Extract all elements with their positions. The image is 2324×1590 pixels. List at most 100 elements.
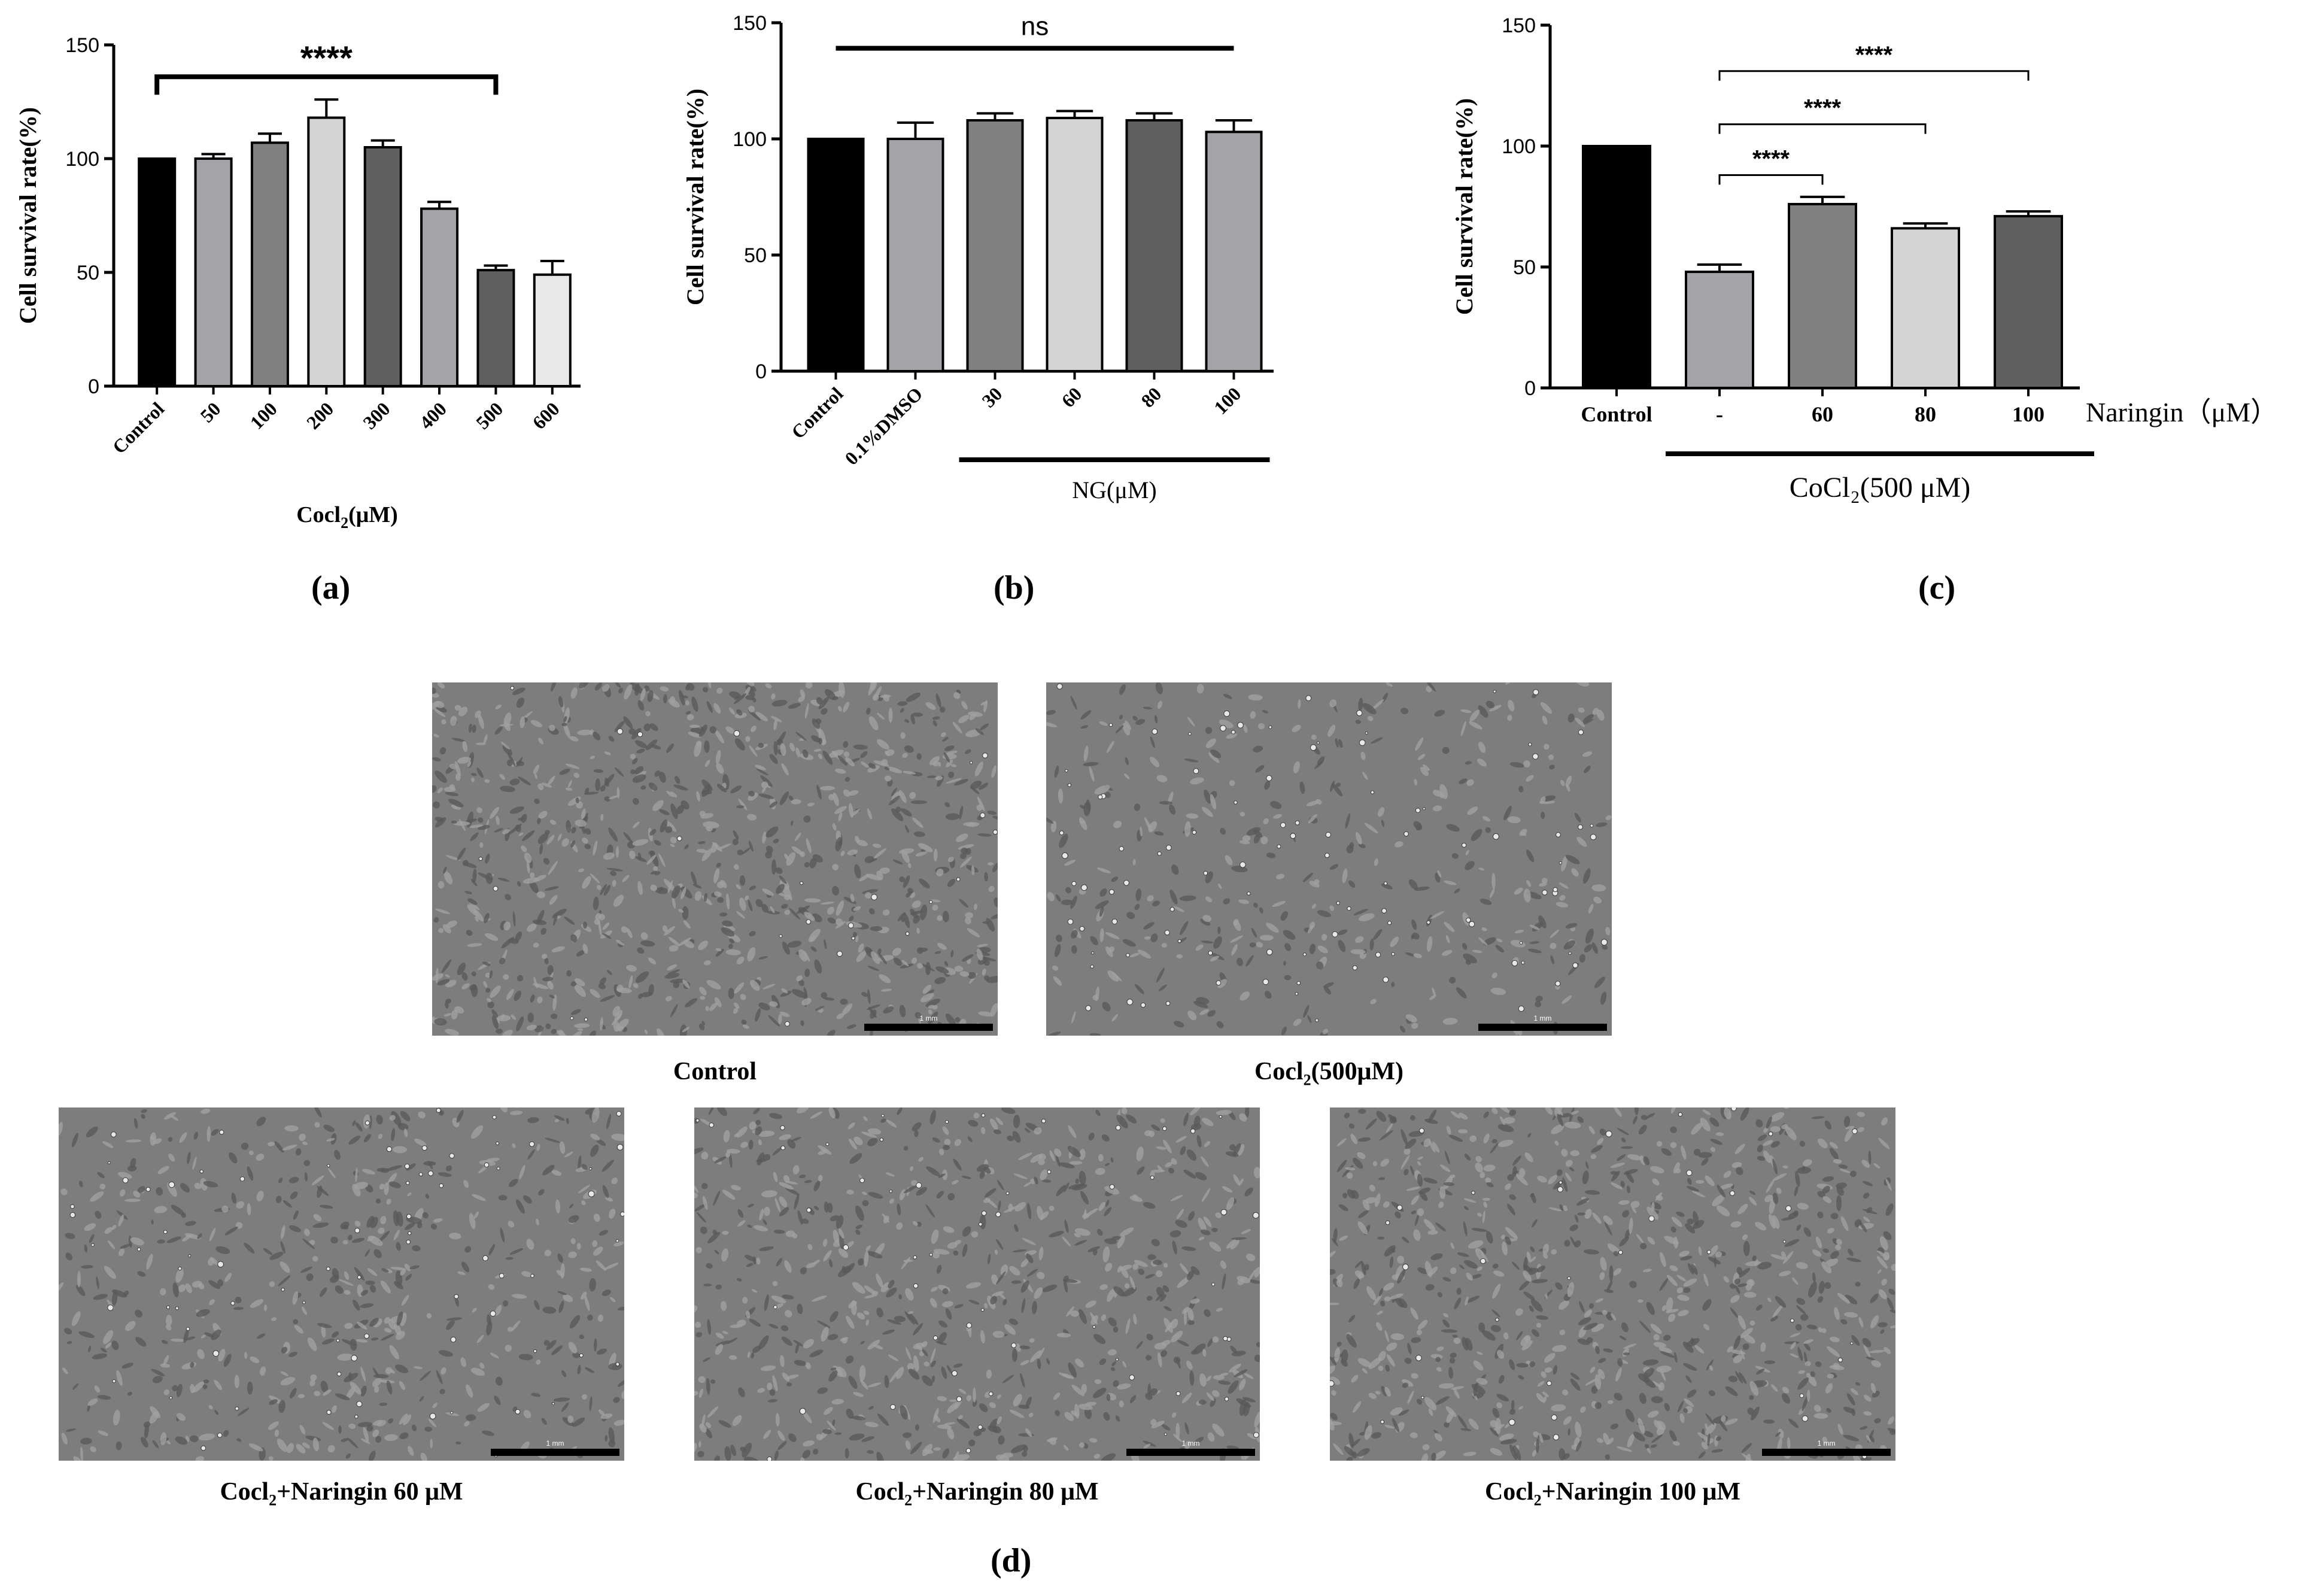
cell <box>936 1191 944 1198</box>
rounded-cell <box>107 1161 111 1164</box>
cell <box>902 752 908 758</box>
cell <box>783 1175 790 1184</box>
cell <box>575 820 587 827</box>
cell <box>1293 1018 1302 1026</box>
cell <box>1105 1163 1110 1166</box>
rounded-cell <box>1126 953 1130 957</box>
rounded-cell <box>1590 824 1594 828</box>
cell <box>1240 991 1250 1001</box>
cell <box>403 1414 412 1425</box>
cell <box>264 1304 268 1312</box>
cell <box>1817 1211 1824 1219</box>
cell <box>294 1325 303 1334</box>
cell <box>512 687 525 696</box>
cell <box>1417 1208 1424 1216</box>
cell <box>451 820 457 824</box>
cell <box>1062 1236 1071 1247</box>
rounded-cell <box>1081 884 1087 891</box>
cell <box>876 739 889 750</box>
cell <box>770 906 775 914</box>
cell <box>1358 697 1363 711</box>
cell <box>670 696 676 705</box>
cell <box>919 878 930 889</box>
cell <box>1426 914 1433 927</box>
cell <box>488 1244 496 1255</box>
cell <box>593 840 598 856</box>
cell <box>482 961 491 966</box>
cell <box>489 970 493 979</box>
cell <box>1736 1167 1743 1175</box>
cell <box>984 872 988 882</box>
cell <box>1386 682 1393 687</box>
cell <box>372 1430 379 1437</box>
cell <box>414 1366 423 1370</box>
cell <box>1211 1227 1218 1233</box>
cell <box>600 995 615 1002</box>
cell <box>1565 923 1578 929</box>
cell <box>1776 1187 1782 1194</box>
cell <box>1796 1297 1806 1305</box>
cell <box>437 682 445 689</box>
cell <box>545 1137 560 1143</box>
cell <box>335 1393 350 1400</box>
cell <box>1491 873 1496 890</box>
cell <box>1119 714 1123 720</box>
cell <box>581 1291 587 1300</box>
cell <box>1096 1228 1103 1236</box>
cell <box>505 894 511 900</box>
cell <box>589 1278 596 1292</box>
cell <box>1038 1153 1046 1160</box>
cell <box>1177 1340 1189 1347</box>
cell <box>698 1376 706 1383</box>
cell <box>348 1424 356 1429</box>
rounded-cell <box>966 1322 972 1328</box>
cell <box>1730 1221 1742 1228</box>
cell <box>568 1251 577 1258</box>
cell <box>1569 1224 1578 1231</box>
cell <box>1451 853 1459 859</box>
cell <box>376 1167 386 1172</box>
cell <box>776 884 785 894</box>
cell <box>166 1315 172 1327</box>
cell <box>918 947 928 952</box>
significance-label: ns <box>1021 12 1049 41</box>
cell <box>714 891 722 897</box>
cell <box>321 1338 335 1345</box>
cell <box>633 983 639 988</box>
cell <box>344 1322 353 1329</box>
cell <box>1491 972 1497 979</box>
cell <box>1012 1249 1027 1252</box>
cell <box>670 1004 678 1018</box>
group-label: CoCl₂(500 μM) <box>1790 472 1970 503</box>
rounded-cell <box>1838 1357 1843 1363</box>
cell <box>867 1450 874 1454</box>
cell <box>981 1127 986 1134</box>
cell <box>1840 1216 1849 1231</box>
cell <box>1367 715 1374 721</box>
cell <box>910 800 927 805</box>
cell <box>1107 1288 1115 1302</box>
cell <box>613 1419 624 1426</box>
rounded-cell <box>916 1182 922 1188</box>
cell <box>1578 707 1585 713</box>
cell <box>928 1009 932 1015</box>
cell <box>1231 1237 1247 1240</box>
cell <box>742 1297 748 1304</box>
cell <box>299 1425 306 1435</box>
scale-bar <box>864 1024 993 1031</box>
cell <box>1414 1213 1420 1226</box>
cell <box>1868 1150 1872 1165</box>
cell <box>332 1331 339 1338</box>
cell <box>992 815 998 821</box>
cell <box>634 740 648 748</box>
cell <box>759 1208 764 1221</box>
cell <box>916 1221 922 1227</box>
cell <box>1675 1168 1681 1174</box>
cell <box>975 728 984 735</box>
cell <box>1537 1175 1547 1183</box>
cell <box>813 1448 819 1455</box>
cell <box>700 996 706 1000</box>
cell <box>868 1192 883 1199</box>
cell <box>401 1295 409 1306</box>
cell <box>550 682 557 692</box>
